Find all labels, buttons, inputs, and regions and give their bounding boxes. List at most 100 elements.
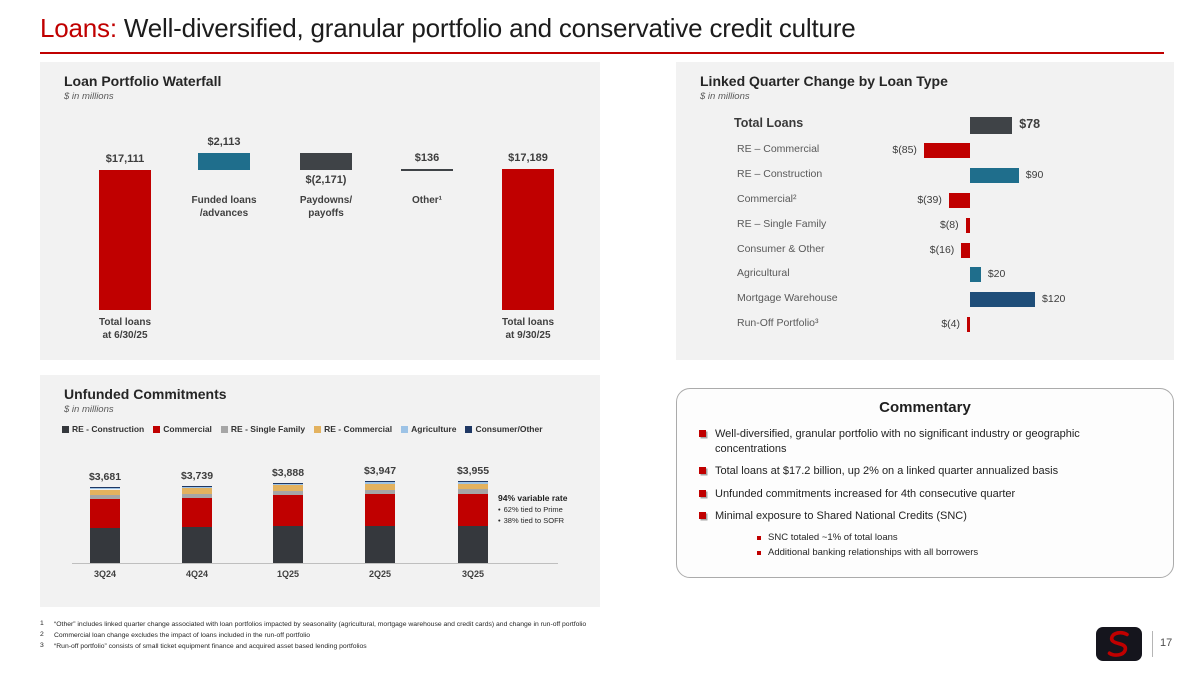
footer-brand: 17	[1096, 627, 1180, 665]
waterfall-category-line: Total loans	[501, 317, 555, 328]
stack-segment	[182, 485, 212, 487]
footnote-number: 3	[40, 641, 44, 649]
linked-row-label: Mortgage Warehouse	[737, 292, 838, 305]
stack-segment	[182, 486, 212, 489]
waterfall-category-line: Other¹	[412, 195, 442, 206]
waterfall-chart: $17,111 Total loans at 6/30/25 $2,113 Funded…	[60, 132, 580, 357]
footnote: 3 “Run-off portfolio” consists of small t…	[40, 642, 840, 652]
commentary-sub-bullet-list: SNC totaled ~1% of total loans Additional…	[757, 532, 1151, 558]
footnote-text: Commercial loan change excludes the impa…	[54, 631, 311, 639]
legend-swatch-icon	[314, 425, 322, 433]
x-axis-line	[72, 563, 558, 564]
linked-row-label: Agricultural	[737, 267, 790, 280]
commentary-sub-bullet-text: Additional banking relationships with al…	[768, 546, 979, 558]
linked-quarter-chart: Total Loans $78 RE – Commercial $(85) RE – C…	[676, 110, 1174, 356]
waterfall-value-label: $136	[414, 152, 440, 165]
unfunded-legend: RE - Construction Commercial RE - Single F…	[62, 424, 543, 434]
linked-value-label: $(85)	[892, 143, 917, 156]
stack-total-label: $3,739	[180, 469, 214, 482]
waterfall-panel-subtitle: $ in millions	[64, 91, 114, 102]
waterfall-category-label: Other¹	[377, 194, 477, 207]
footnote-number: 1	[40, 620, 44, 627]
legend-item: Consumer/Other	[465, 424, 543, 434]
commentary-sub-bullet-text: SNC totaled ~1% of total loans	[768, 531, 898, 543]
footnotes: 1 “Other” includes linked quarter change …	[40, 620, 840, 653]
commentary-bullet-text: Unfunded commitments increased for 4th c…	[715, 487, 1016, 500]
unfunded-panel-title: Unfunded Commitments	[64, 386, 227, 402]
stack-segment	[182, 493, 212, 498]
linked-value-label: $120	[1042, 293, 1066, 306]
commentary-bullet-list: Well-diversified, granular portfolio wit…	[699, 427, 1151, 524]
linked-row-label: RE – Commercial	[737, 142, 820, 155]
legend-item: RE - Construction	[62, 424, 144, 434]
linked-bar	[970, 267, 981, 283]
waterfall-value-label: $2,113	[207, 135, 241, 148]
linked-bar	[961, 242, 970, 258]
legend-label: Agriculture	[411, 424, 457, 434]
legend-item: Agriculture	[401, 424, 456, 434]
linked-bar	[923, 142, 970, 158]
footnote: 1 “Other” includes linked quarter change …	[40, 620, 840, 630]
commentary-sub-bullet: SNC totaled ~1% of total loans	[757, 532, 1151, 543]
commentary-bullet: Minimal exposure to Shared National Cred…	[699, 509, 1151, 524]
linked-row-label: Commercial²	[737, 192, 797, 205]
linked-value-label: $(39)	[917, 193, 942, 206]
linked-bar	[967, 317, 970, 333]
linked-value-label: $(8)	[939, 218, 959, 231]
legend-label: Consumer/Other	[475, 424, 543, 434]
commentary-bullet: Well-diversified, granular portfolio wit…	[699, 427, 1151, 456]
stack-segment	[365, 481, 395, 483]
waterfall-value-label: $17,189	[508, 152, 548, 165]
stack-segment	[273, 495, 303, 527]
variable-rate-bullet: • 62% tied to Prime	[498, 505, 598, 516]
company-logo	[1096, 627, 1142, 661]
footnote: 2 Commercial loan change excludes the imp…	[40, 631, 840, 641]
waterfall-bar	[401, 169, 453, 172]
stack-category-label: 3Q25	[461, 569, 485, 579]
title-underline	[40, 52, 1164, 54]
linked-value-label: $(4)	[941, 318, 960, 331]
commentary-title: Commentary	[879, 399, 971, 416]
waterfall-category-line: payoffs	[308, 208, 344, 219]
linked-bar	[970, 167, 1019, 183]
stack-total-label: $3,947	[363, 465, 397, 478]
linked-bar	[965, 217, 970, 233]
sub-bullet-square-icon	[757, 535, 761, 540]
page-number-divider	[1152, 631, 1153, 657]
stack-segment	[90, 486, 120, 488]
bullet-square-icon	[699, 430, 706, 437]
bullet-dot-icon: •	[498, 505, 501, 514]
variable-rate-annotation: 94% variable rate • 62% tied to Prime • 38%…	[498, 493, 598, 527]
stack-segment	[90, 527, 120, 563]
stack-total-label: $3,888	[271, 466, 305, 479]
linked-panel-title: Linked Quarter Change by Loan Type	[700, 73, 948, 89]
linked-row-label: Run-Off Portfolio³	[737, 317, 819, 330]
legend-label: RE - Single Family	[230, 424, 306, 434]
stack-segment	[458, 493, 488, 526]
stack-category-label: 4Q24	[185, 569, 209, 579]
waterfall-category-label: Funded loans/advances	[174, 194, 274, 220]
variable-rate-bullet: • 38% tied to SOFR	[498, 516, 598, 527]
stack-category-label: 3Q24	[93, 569, 117, 579]
waterfall-category-line: /advances	[199, 208, 249, 219]
footnote-text: “Run-off portfolio” consists of small ti…	[54, 642, 367, 650]
slide-header: Loans: Well-diversified, granular portfo…	[40, 13, 1164, 54]
legend-label: RE - Commercial	[324, 424, 393, 434]
stack-segment	[365, 482, 395, 484]
legend-swatch-icon	[220, 425, 228, 433]
waterfall-panel-title: Loan Portfolio Waterfall	[64, 73, 222, 89]
legend-swatch-icon	[153, 425, 161, 433]
linked-bar	[948, 192, 970, 208]
waterfall-value-label: $17,111	[105, 153, 145, 165]
linked-row-label: Consumer & Other	[737, 242, 825, 255]
page-title-main: Well-diversified, granular portfolio and…	[116, 13, 856, 43]
stack-segment	[90, 489, 120, 495]
stack-segment	[458, 481, 488, 483]
loan-portfolio-waterfall-panel: Loan Portfolio Waterfall $ in millions $…	[40, 62, 600, 360]
stack-segment	[273, 526, 303, 563]
stack-segment	[365, 484, 395, 490]
variable-rate-bullet-text: 38% tied to SOFR	[503, 515, 565, 525]
stack-segment	[90, 494, 120, 499]
linked-row-label: RE – Construction	[737, 167, 823, 180]
waterfall-bar	[300, 152, 352, 171]
